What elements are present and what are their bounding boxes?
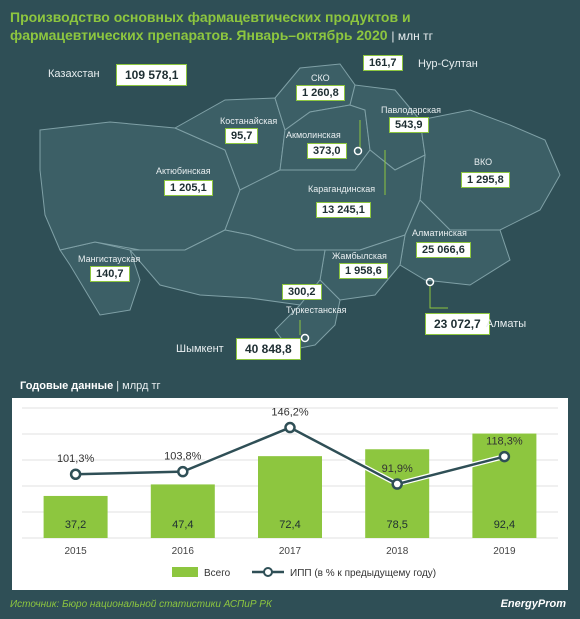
shymkent-marker-icon	[300, 333, 310, 343]
region-turkestan	[274, 279, 341, 351]
label-akt: Актюбинская	[156, 166, 211, 176]
legend-line-label: ИПП (в % к предыдущему году)	[290, 568, 436, 579]
label-tur: Туркестанская	[286, 305, 347, 315]
region-vko	[419, 109, 561, 231]
ipp-point-2017	[284, 421, 296, 434]
chart-legend: Всего ИПП (в % к предыдущему году)	[172, 567, 436, 579]
ipp-point-2016	[177, 465, 189, 478]
footer: Источник: Бюро национальной статистики А…	[0, 594, 580, 619]
x-tick-2016: 2016	[172, 546, 195, 557]
legend-bar-swatch	[172, 567, 198, 577]
ipp-label-2019: 118,3%	[486, 436, 523, 448]
ipp-label-2016: 103,8%	[164, 451, 202, 463]
chart-panel: 37,2 47,4 72,4 78,5 92,4 101,3% 103,8% 146,2% 9…	[12, 398, 568, 590]
bar-2016	[150, 484, 215, 538]
value-alm: 25 066,6	[416, 242, 471, 258]
bar-label-2019: 92,4	[494, 519, 515, 531]
kz-value: 109 578,1	[116, 64, 188, 86]
ipp-point-2015	[69, 468, 82, 480]
title-text: Производство основных фармацевтических п…	[10, 9, 411, 43]
ipp-points	[69, 421, 511, 490]
value-pav: 543,9	[389, 117, 429, 133]
label-pav: Павлодарская	[381, 105, 441, 115]
x-tick-labels: 2015 2016 2017 2018 2019	[64, 546, 515, 557]
value-kar: 13 245,1	[316, 202, 371, 218]
label-vko: ВКО	[474, 157, 493, 167]
legend-line-marker-icon	[263, 567, 273, 577]
bar-2015	[43, 495, 108, 538]
bar-label-2018: 78,5	[386, 519, 407, 531]
legend-bar-label: Всего	[204, 568, 231, 579]
annual-unit: | млрд тг	[116, 380, 161, 392]
title-unit: | млн тг	[391, 29, 433, 43]
ipp-labels: 101,3% 103,8% 146,2% 91,9% 118,3%	[57, 407, 523, 475]
bar-labels: 37,2 47,4 72,4 78,5 92,4	[65, 519, 515, 531]
label-almc: Алматы	[486, 318, 527, 330]
label-man: Мангистауская	[78, 254, 141, 264]
annual-title-text: Годовые данные	[20, 380, 114, 392]
value-akm: 373,0	[307, 143, 347, 159]
value-kos: 95,7	[225, 128, 259, 144]
value-nur: 161,7	[363, 55, 403, 71]
label-akm: Акмолинская	[286, 130, 341, 140]
value-almc: 23 072,7	[425, 313, 490, 335]
x-tick-2015: 2015	[64, 546, 87, 557]
annual-chart: 37,2 47,4 72,4 78,5 92,4 101,3% 103,8% 146,2% 9…	[22, 407, 558, 579]
label-sko: СКО	[311, 73, 330, 83]
label-nur: Нур-Султан	[418, 58, 478, 70]
label-kos: Костанайская	[220, 116, 278, 126]
bar-label-2015: 37,2	[65, 519, 86, 531]
value-vko: 1 295,8	[461, 172, 510, 188]
annual-title: Годовые данные | млрд тг	[20, 380, 161, 392]
label-shy: Шымкент	[176, 343, 224, 355]
value-zhm: 1 958,6	[339, 263, 388, 279]
bar-series	[43, 433, 537, 538]
value-man: 140,7	[90, 266, 130, 282]
bar-2017	[258, 456, 322, 538]
nur-sultan-marker-icon	[353, 146, 363, 156]
label-alm: Алматинская	[412, 228, 467, 238]
kazakhstan-map	[39, 63, 561, 351]
brand-logo: EnergyProm	[500, 598, 566, 610]
bar-label-2017: 72,4	[279, 519, 300, 531]
ipp-label-2017: 146,2%	[271, 407, 309, 419]
ipp-label-2018: 91,9%	[382, 463, 413, 475]
ipp-point-2019	[498, 450, 511, 463]
label-kar: Карагандинская	[308, 184, 376, 194]
x-tick-2017: 2017	[279, 546, 302, 557]
bar-2018	[365, 449, 430, 538]
leader-almc	[429, 285, 448, 309]
value-shy: 40 848,8	[236, 338, 301, 360]
page-title: Производство основных фармацевтических п…	[10, 8, 530, 45]
kz-label: Казахстан	[48, 68, 100, 80]
ipp-point-2018	[391, 478, 403, 490]
x-tick-2018: 2018	[386, 546, 409, 557]
x-tick-2019: 2019	[493, 546, 516, 557]
label-zhm: Жамбылская	[332, 251, 387, 261]
value-akt: 1 205,1	[164, 180, 213, 196]
ipp-label-2015: 101,3%	[57, 453, 95, 465]
source-note: Источник: Бюро национальной статистики А…	[10, 599, 272, 610]
value-kyz: 300,2	[282, 284, 322, 300]
almaty-marker-icon	[425, 277, 435, 287]
value-sko: 1 260,8	[296, 85, 345, 101]
bar-label-2016: 47,4	[172, 519, 193, 531]
